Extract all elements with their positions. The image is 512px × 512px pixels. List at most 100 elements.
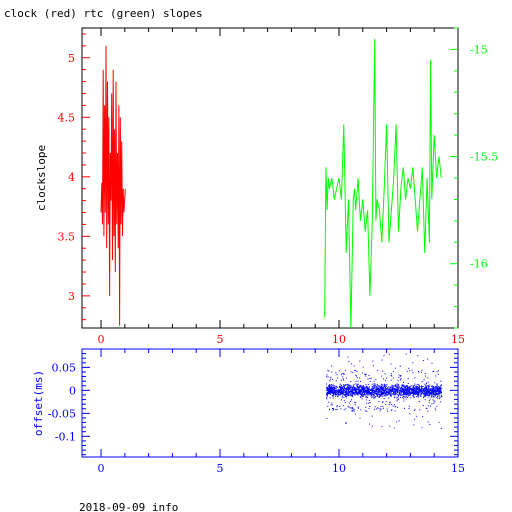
offset-point <box>335 372 337 374</box>
offset-point <box>326 386 327 388</box>
offset-point <box>329 408 330 410</box>
offset-point <box>431 392 433 394</box>
offset-point <box>391 395 392 397</box>
offset-point <box>430 405 432 407</box>
offset-point <box>392 385 393 387</box>
offset-point <box>433 402 435 404</box>
offset-point <box>356 386 358 388</box>
offset-point <box>347 393 349 395</box>
offset-point <box>335 395 337 397</box>
offset-point <box>350 392 352 394</box>
offset-point <box>405 385 407 387</box>
bottom-x-tick-label: 0 <box>98 462 105 475</box>
offset-point <box>436 371 438 373</box>
offset-point <box>397 406 399 408</box>
offset-point <box>384 386 386 388</box>
offset-point <box>405 392 407 394</box>
offset-point <box>433 370 435 372</box>
offset-point <box>414 385 416 387</box>
offset-point <box>431 388 433 390</box>
offset-point <box>414 392 416 394</box>
offset-point <box>420 395 422 397</box>
offset-point <box>353 409 355 411</box>
offset-point <box>361 394 363 396</box>
offset-point <box>378 407 380 409</box>
offset-point <box>397 380 399 382</box>
offset-points <box>326 353 443 429</box>
offset-point <box>383 387 385 389</box>
offset-point <box>357 380 359 382</box>
offset-point <box>340 392 342 394</box>
offset-point <box>335 409 337 411</box>
offset-point <box>353 383 355 385</box>
offset-point <box>411 369 413 371</box>
offset-point <box>437 391 439 393</box>
offset-point <box>394 406 396 408</box>
offset-point <box>389 394 391 396</box>
offset-point <box>424 394 426 395</box>
offset-point <box>358 386 360 388</box>
offset-point <box>329 384 331 385</box>
offset-point <box>348 384 350 386</box>
offset-point <box>417 392 418 394</box>
offset-point <box>326 395 328 397</box>
offset-point <box>338 394 339 396</box>
offset-point <box>397 388 399 390</box>
offset-point <box>408 405 410 407</box>
offset-point <box>335 390 337 392</box>
offset-point <box>395 385 397 386</box>
offset-point <box>408 390 410 392</box>
offset-point <box>436 397 438 398</box>
offset-point <box>361 389 363 391</box>
offset-point <box>390 373 392 375</box>
offset-point <box>426 382 427 384</box>
offset-point <box>340 387 341 389</box>
offset-point <box>377 393 379 395</box>
offset-point <box>363 387 365 389</box>
offset-point <box>375 378 377 380</box>
offset-point <box>388 387 390 389</box>
offset-point <box>382 406 384 408</box>
offset-point <box>383 388 385 390</box>
offset-point <box>361 386 362 388</box>
offset-point <box>359 417 361 419</box>
offset-point <box>332 388 334 390</box>
offset-point <box>422 392 424 394</box>
offset-point <box>424 394 426 396</box>
offset-point <box>385 388 387 390</box>
offset-point <box>391 389 393 391</box>
offset-point <box>399 389 401 391</box>
offset-point <box>408 391 410 393</box>
offset-point <box>365 374 367 375</box>
offset-point <box>362 394 364 396</box>
offset-point <box>378 385 380 387</box>
offset-point <box>338 392 340 394</box>
offset-point <box>386 384 388 385</box>
offset-point <box>440 385 442 387</box>
offset-point <box>410 392 412 394</box>
offset-point <box>418 388 420 390</box>
offset-point <box>397 399 399 401</box>
offset-point <box>416 387 418 389</box>
offset-point <box>346 396 348 398</box>
offset-point <box>417 390 419 392</box>
offset-point <box>377 394 379 396</box>
offset-point <box>359 385 361 387</box>
right-y-tick-label: -16 <box>470 258 488 271</box>
offset-point <box>429 390 430 392</box>
offset-point <box>360 384 362 386</box>
offset-point <box>369 389 371 391</box>
offset-point <box>415 391 417 393</box>
offset-point <box>355 402 357 404</box>
offset-point <box>390 395 391 397</box>
offset-point <box>351 363 353 365</box>
offset-point <box>366 389 368 391</box>
offset-point <box>435 409 437 411</box>
offset-point <box>405 393 407 395</box>
offset-point <box>366 386 368 388</box>
offset-point <box>407 389 409 391</box>
offset-point <box>380 391 381 393</box>
offset-point <box>361 398 363 400</box>
offset-point <box>440 389 442 391</box>
offset-point <box>423 391 425 393</box>
